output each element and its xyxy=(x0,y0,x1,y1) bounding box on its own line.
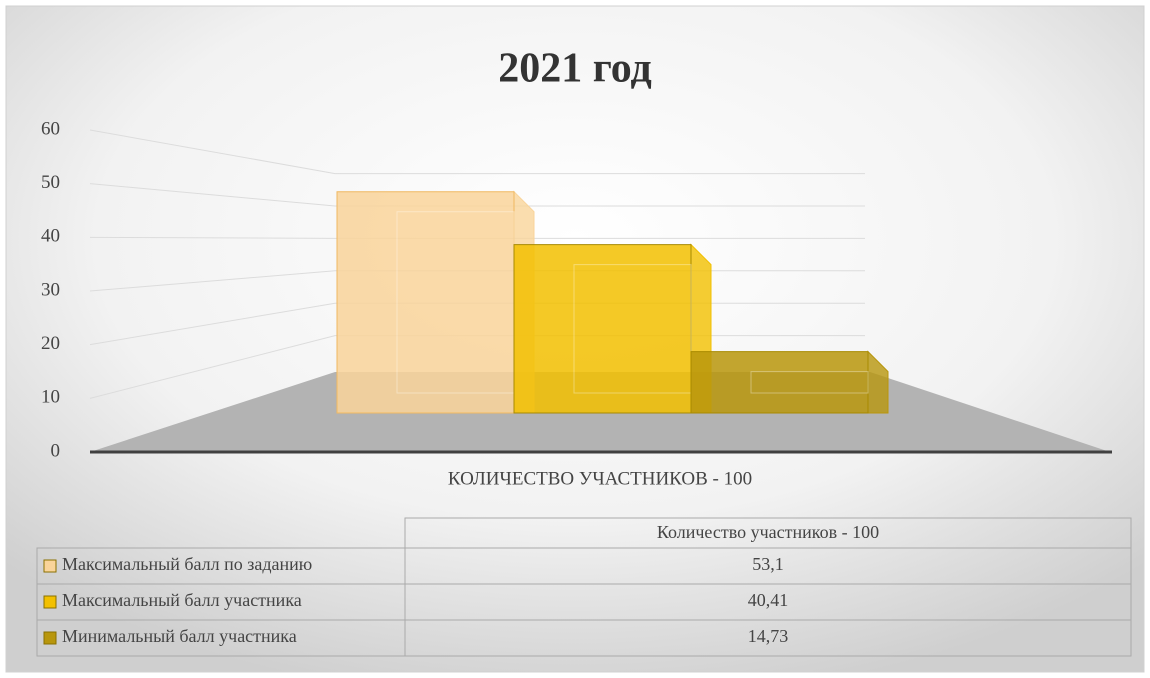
table-header: Количество участников - 100 xyxy=(657,522,879,542)
y-tick-label: 40 xyxy=(41,226,60,247)
grid-line xyxy=(89,129,865,175)
y-tick-label: 0 xyxy=(51,440,61,461)
chart-title: 2021 год xyxy=(498,46,652,92)
bar xyxy=(690,351,869,414)
legend-label: Максимальный балл участника xyxy=(62,590,302,610)
bar xyxy=(336,191,515,414)
legend-label: Минимальный балл участника xyxy=(62,626,297,646)
bar-inner xyxy=(750,371,869,394)
y-tick-label: 60 xyxy=(41,118,60,139)
bar-inner xyxy=(573,264,692,394)
y-tick-label: 20 xyxy=(41,333,60,354)
data-table: Количество участников - 100 Максимальный… xyxy=(36,517,1132,657)
grid-line xyxy=(89,236,865,239)
table-body xyxy=(36,547,1132,657)
table-value: 40,41 xyxy=(748,590,789,610)
category-label: КОЛИЧЕСТВО УЧАСТНИКОВ - 100 xyxy=(448,468,752,489)
y-tick-label: 50 xyxy=(41,172,60,193)
table-value: 53,1 xyxy=(752,554,784,574)
legend-swatch xyxy=(43,559,57,573)
bar xyxy=(513,244,692,414)
legend-swatch xyxy=(43,595,57,609)
table-value: 14,73 xyxy=(748,626,789,646)
grid-line xyxy=(89,183,865,207)
legend-label: Максимальный балл по заданию xyxy=(62,554,312,574)
y-tick-label: 30 xyxy=(41,279,60,300)
legend-swatch xyxy=(43,631,57,645)
y-tick-label: 10 xyxy=(41,387,60,408)
